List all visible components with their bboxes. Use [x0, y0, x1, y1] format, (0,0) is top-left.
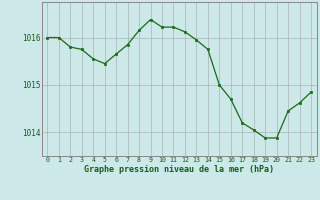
X-axis label: Graphe pression niveau de la mer (hPa): Graphe pression niveau de la mer (hPa) — [84, 165, 274, 174]
